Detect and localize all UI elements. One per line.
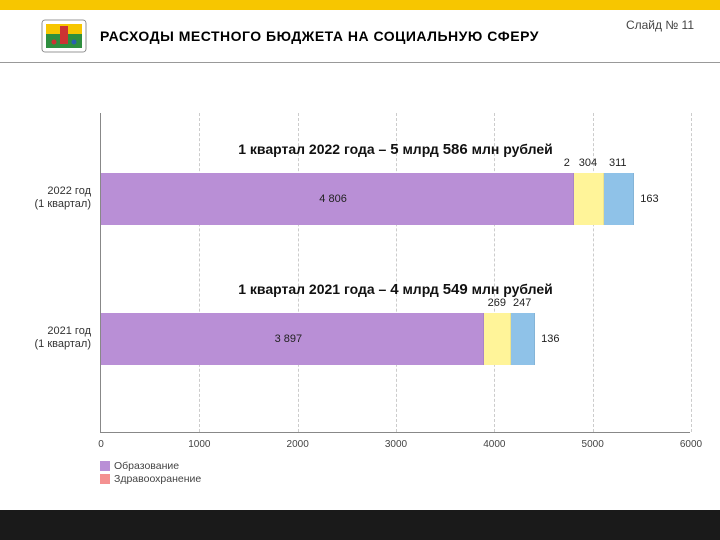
gridline [199,113,200,432]
gridline [396,113,397,432]
legend-swatch-icon [100,474,110,484]
segment-value-label: 269 [488,297,506,309]
bar-segment [604,173,635,225]
gridline [494,113,495,432]
legend-swatch-icon [100,461,110,471]
x-tick-label: 3000 [385,439,407,450]
legend-item: Образование [100,460,201,472]
header: РАСХОДЫ МЕСТНОГО БЮДЖЕТА НА СОЦИАЛЬНУЮ С… [0,10,720,60]
slide: РАСХОДЫ МЕСТНОГО БЮДЖЕТА НА СОЦИАЛЬНУЮ С… [0,0,720,540]
legend-item: Здравоохранение [100,473,201,485]
bar-segment [574,173,604,225]
y-axis-label: 2021 год(1 квартал) [6,325,91,351]
bar-segment [484,313,510,365]
gridline [691,113,692,432]
slide-number: Слайд № 11 [626,18,694,32]
bar-segment [511,313,535,365]
segment-value-label: 3 897 [275,333,303,345]
plot-area: 01000200030004000500060001 квартал 2022 … [100,113,690,433]
chart: 0 1000 2000 3000 4000 5000 6000 1 квартал 2022 … [0,63,720,540]
segment-value-label: 136 [541,333,559,345]
x-tick-label: 6000 [680,439,702,450]
legend: ОбразованиеЗдравоохранение [100,460,201,486]
segment-value-label: 2 [564,157,570,169]
x-tick-label: 2000 [287,439,309,450]
page-title: РАСХОДЫ МЕСТНОГО БЮДЖЕТА НА СОЦИАЛЬНУЮ С… [100,28,539,44]
group-title: 1 квартал 2022 года – 5 млрд 586 млн руб… [101,141,690,158]
bar-row: 2021 год(1 квартал)3 897269247136 [101,313,691,365]
segment-value-label: 163 [640,193,658,205]
gridline [298,113,299,432]
legend-label: Здравоохранение [114,473,201,485]
segment-value-label: 4 806 [319,193,347,205]
y-axis-label: 2022 год(1 квартал) [6,185,91,211]
legend-label: Образование [114,460,179,472]
city-crest-icon [40,16,88,56]
segment-value-label: 247 [513,297,531,309]
segment-value-label: 311 [609,157,627,169]
footer-bar [0,510,720,540]
x-tick-label: 4000 [483,439,505,450]
x-tick-label: 0 [98,439,104,450]
accent-bar [0,0,720,10]
bar-row: 2022 год(1 квартал)4 8062304311163 [101,173,691,225]
group-title: 1 квартал 2021 года – 4 млрд 549 млн руб… [101,281,690,298]
x-tick-label: 5000 [582,439,604,450]
segment-value-label: 304 [579,157,597,169]
x-tick-label: 1000 [188,439,210,450]
